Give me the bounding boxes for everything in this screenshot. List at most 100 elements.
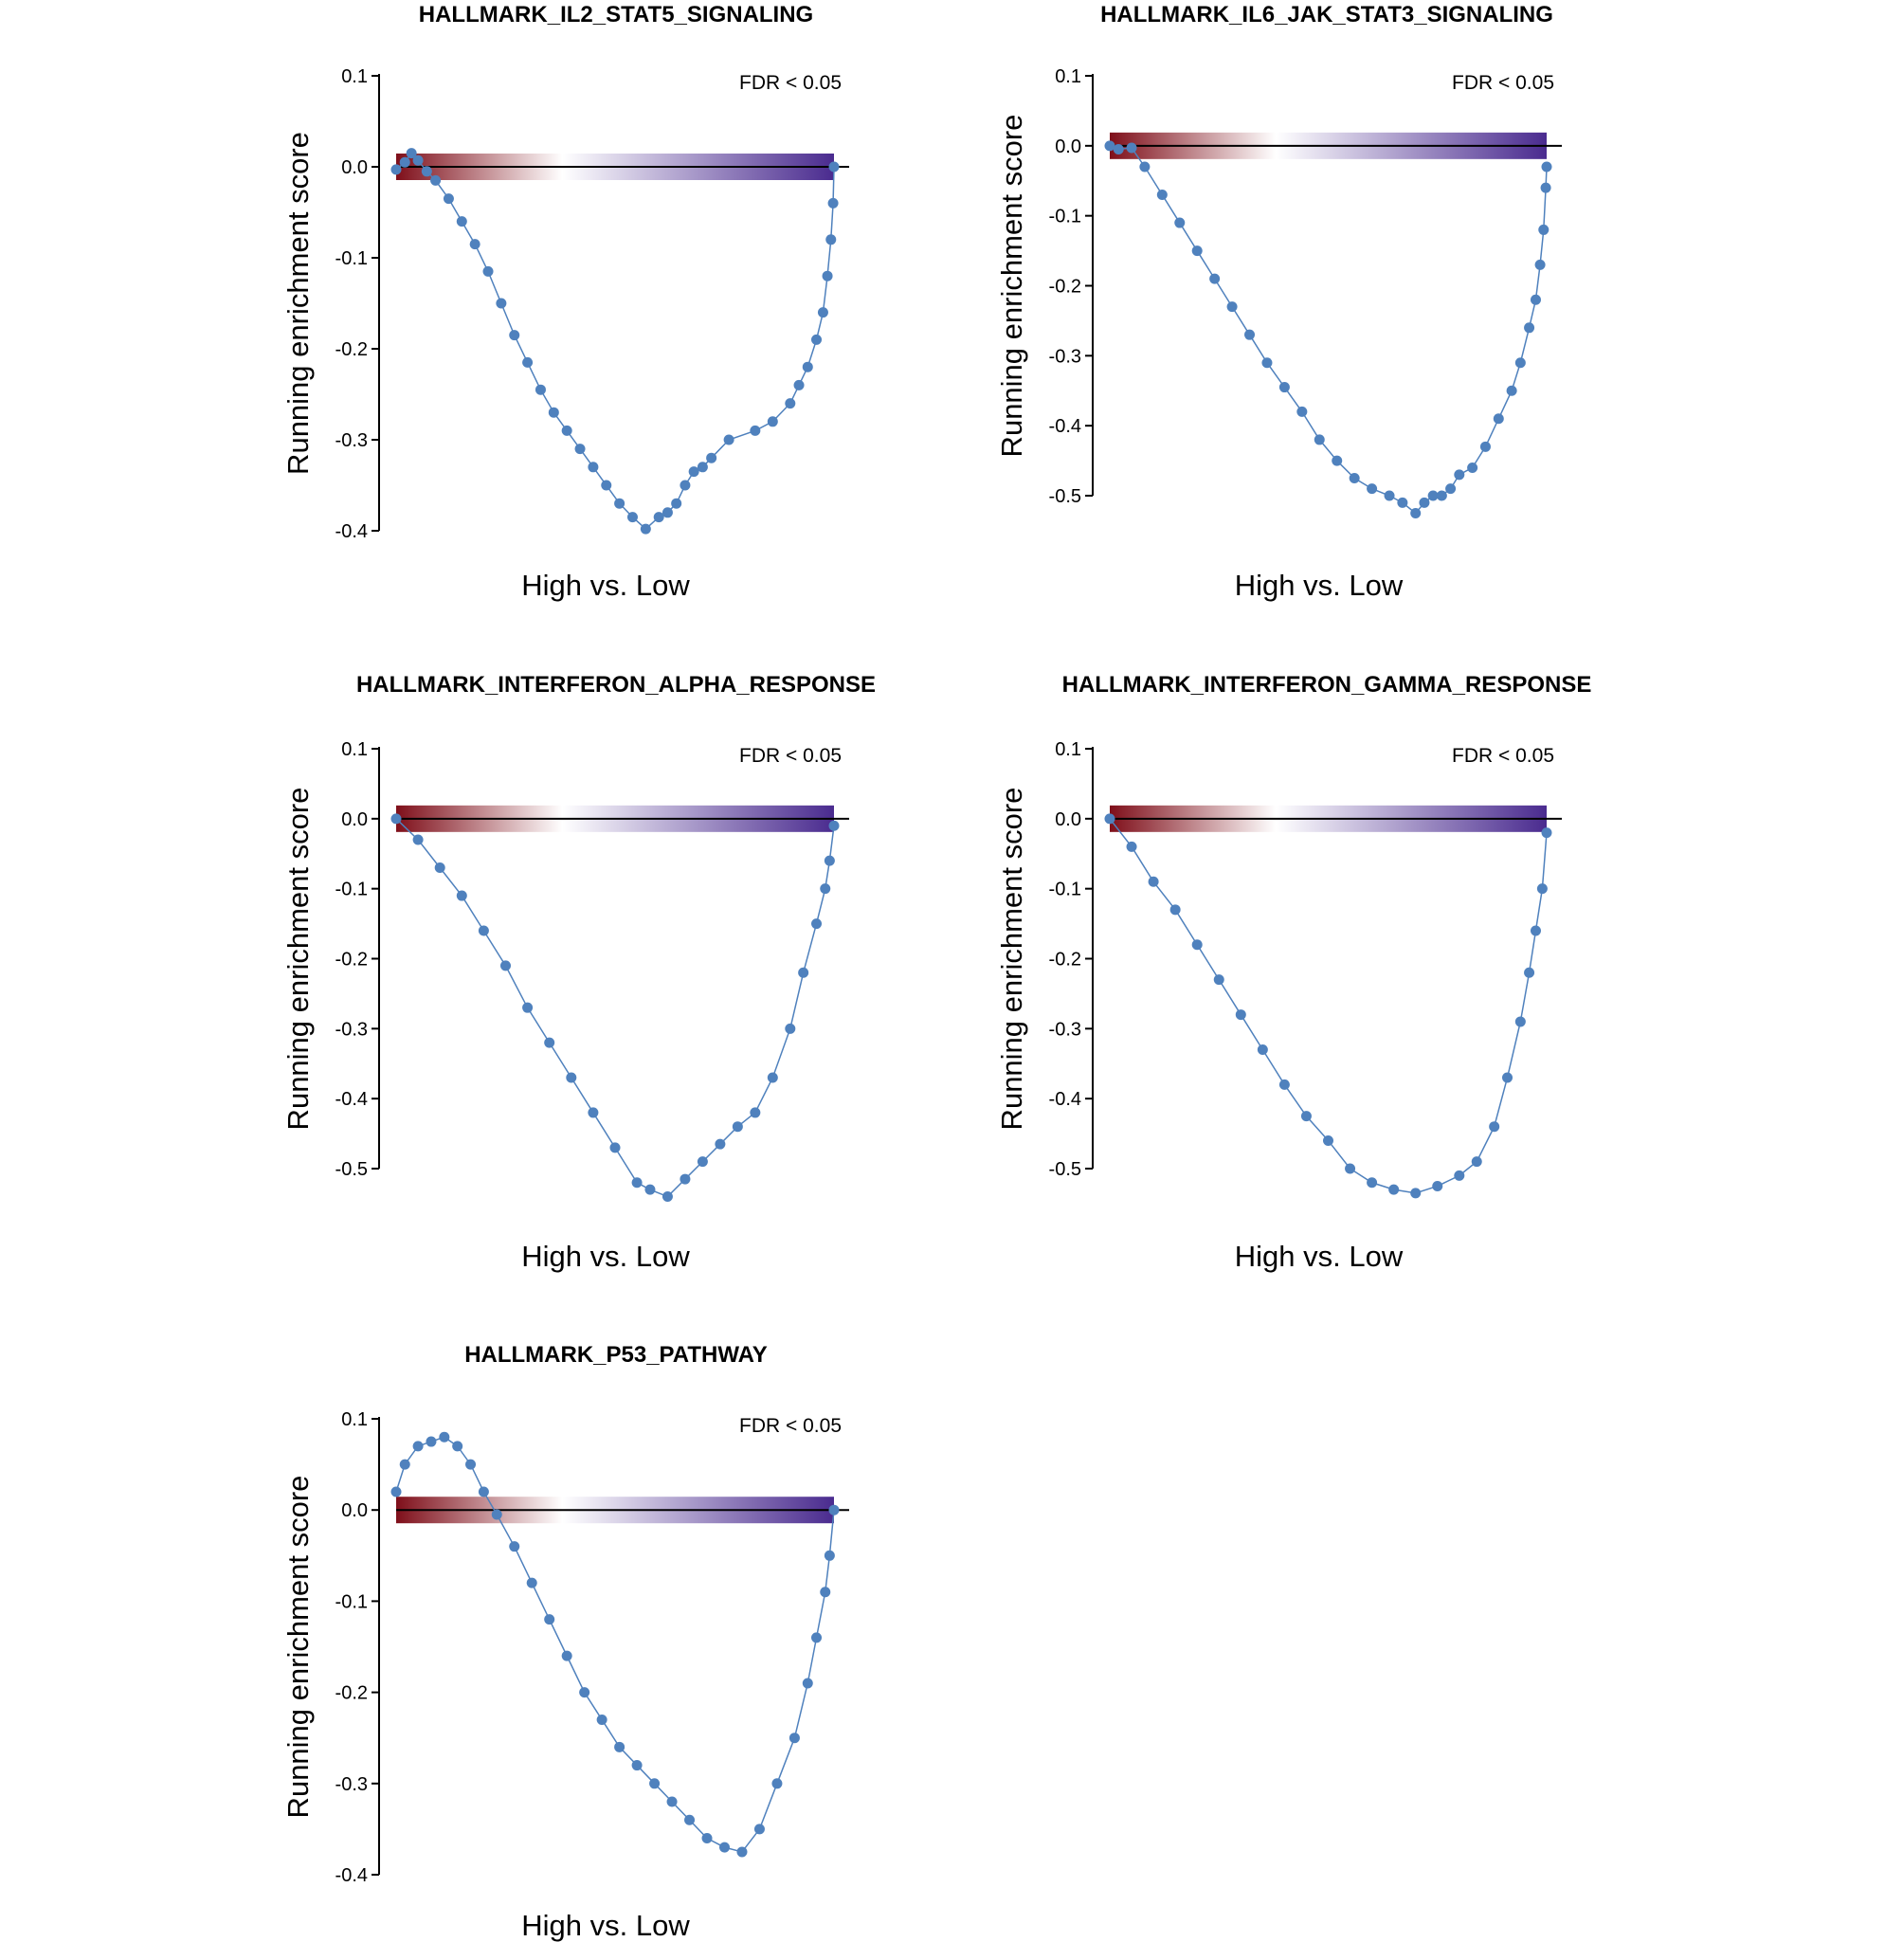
chart-panel-5: HALLMARK_P53_PATHWAY 0.1 0.0 -0.1 -0.2 -0.3 -0… [281, 1342, 849, 1942]
enrichment-point [1126, 841, 1137, 852]
enrichment-point [1410, 1188, 1422, 1199]
enrichment-point [828, 161, 840, 172]
x-axis-label: High vs. Low [1235, 569, 1404, 602]
enrichment-point [817, 307, 828, 318]
enrichment-point [412, 834, 424, 845]
chart-title: HALLMARK_P53_PATHWAY [464, 1342, 768, 1368]
x-axis-label: High vs. Low [1235, 1240, 1404, 1273]
enrichment-point [680, 1173, 691, 1185]
enrichment-point [548, 407, 559, 418]
enrichment-point [609, 1142, 621, 1153]
enrichment-point [653, 512, 664, 523]
enrichment-point [566, 1072, 577, 1083]
y-axis-label: Running enrichment score [281, 1476, 315, 1819]
enrichment-point [1467, 462, 1478, 473]
enrichment-point [601, 480, 612, 491]
enrichment-point [1191, 245, 1203, 257]
enrichment-point [406, 148, 417, 159]
chart-panel-2: HALLMARK_IL6_JAK_STAT3_SIGNALING 0.1 0.0 -0… [995, 2, 1562, 602]
enrichment-point [1367, 1177, 1378, 1189]
enrichment-point [390, 813, 402, 825]
enrichment-point [1388, 1184, 1400, 1195]
enrichment-point [824, 1550, 835, 1561]
enrichment-point [1191, 939, 1203, 951]
enrichment-point [390, 1486, 402, 1497]
enrichment-point [640, 523, 651, 535]
enrichment-line [1109, 145, 1548, 515]
enrichment-point [1502, 1072, 1513, 1083]
y-tick-label: 0.1 [341, 1409, 368, 1430]
enrichment-point [1524, 322, 1535, 334]
x-axis-label: High vs. Low [521, 1909, 690, 1942]
enrichment-point [788, 1733, 800, 1744]
enrichment-point [426, 1436, 437, 1447]
enrichment-point [1367, 483, 1378, 495]
x-axis-label: High vs. Low [521, 1240, 690, 1273]
enrichment-point [390, 164, 402, 175]
enrichment-point [1384, 490, 1395, 501]
enrichment-point [596, 1714, 607, 1725]
enrichment-point [1540, 182, 1551, 193]
enrichment-point [439, 1431, 450, 1443]
y-tick-label: 0.0 [341, 809, 368, 830]
enrichment-point [1436, 490, 1447, 501]
enrichment-point [753, 1824, 765, 1835]
enrichment-point [1493, 413, 1504, 425]
enrichment-point [1244, 329, 1256, 340]
y-tick-label: -0.2 [335, 339, 368, 360]
enrichment-point [723, 434, 734, 445]
enrichment-point [1479, 441, 1491, 452]
y-tick-label: -0.4 [1049, 416, 1081, 437]
enrichment-line [395, 818, 835, 1198]
y-tick-label: -0.5 [1049, 1159, 1081, 1180]
chart-title: HALLMARK_INTERFERON_ALPHA_RESPONSE [356, 672, 876, 698]
enrichment-point [644, 1184, 656, 1195]
enrichment-point [1541, 161, 1552, 172]
enrichment-point [767, 416, 778, 427]
enrichment-point [736, 1846, 748, 1858]
enrichment-point [680, 480, 691, 491]
enrichment-point [1538, 224, 1550, 235]
y-tick-label: -0.3 [1049, 1019, 1081, 1040]
chart-title: HALLMARK_IL2_STAT5_SIGNALING [419, 2, 813, 27]
enrichment-point [1332, 455, 1343, 466]
enrichment-point [456, 890, 467, 901]
enrichment-point [1113, 144, 1124, 155]
enrichment-point [662, 507, 673, 518]
y-tick-label: 0.1 [341, 66, 368, 87]
y-axis-label: Running enrichment score [281, 788, 315, 1131]
y-tick-label: -0.3 [335, 430, 368, 451]
y-tick-label: -0.1 [335, 880, 368, 900]
enrichment-point [1419, 497, 1430, 508]
fdr-annotation: FDR < 0.05 [739, 1415, 842, 1437]
enrichment-point [822, 270, 833, 281]
enrichment-point [579, 1687, 590, 1698]
enrichment-point [828, 1504, 840, 1515]
enrichment-point [399, 1459, 410, 1470]
y-tick-label: -0.4 [335, 521, 368, 542]
enrichment-point [785, 398, 796, 409]
y-tick-label: -0.1 [1049, 207, 1081, 227]
fdr-annotation: FDR < 0.05 [1452, 745, 1554, 767]
enrichment-point [544, 1037, 555, 1048]
enrichment-point [1530, 925, 1541, 936]
enrichment-point [1454, 469, 1465, 481]
enrichment-point [614, 498, 625, 509]
enrichment-point [798, 967, 809, 978]
chart-panel-4: HALLMARK_INTERFERON_GAMMA_RESPONSE 0.1 0.0… [995, 672, 1591, 1273]
enrichment-point [561, 1650, 572, 1661]
enrichment-point [1278, 1079, 1290, 1090]
enrichment-point [824, 855, 835, 866]
enrichment-point [1174, 217, 1186, 228]
y-tick-label: -0.1 [335, 248, 368, 269]
enrichment-point [666, 1796, 678, 1807]
y-tick-label: 0.0 [341, 157, 368, 178]
enrichment-point [1148, 876, 1159, 887]
enrichment-point [1454, 1170, 1465, 1181]
enrichment-point [820, 883, 831, 895]
enrichment-point [535, 384, 546, 395]
enrichment-point [522, 356, 534, 368]
y-tick-label: -0.1 [1049, 880, 1081, 900]
enrichment-point [452, 1441, 463, 1452]
enrichment-point [1104, 140, 1115, 152]
